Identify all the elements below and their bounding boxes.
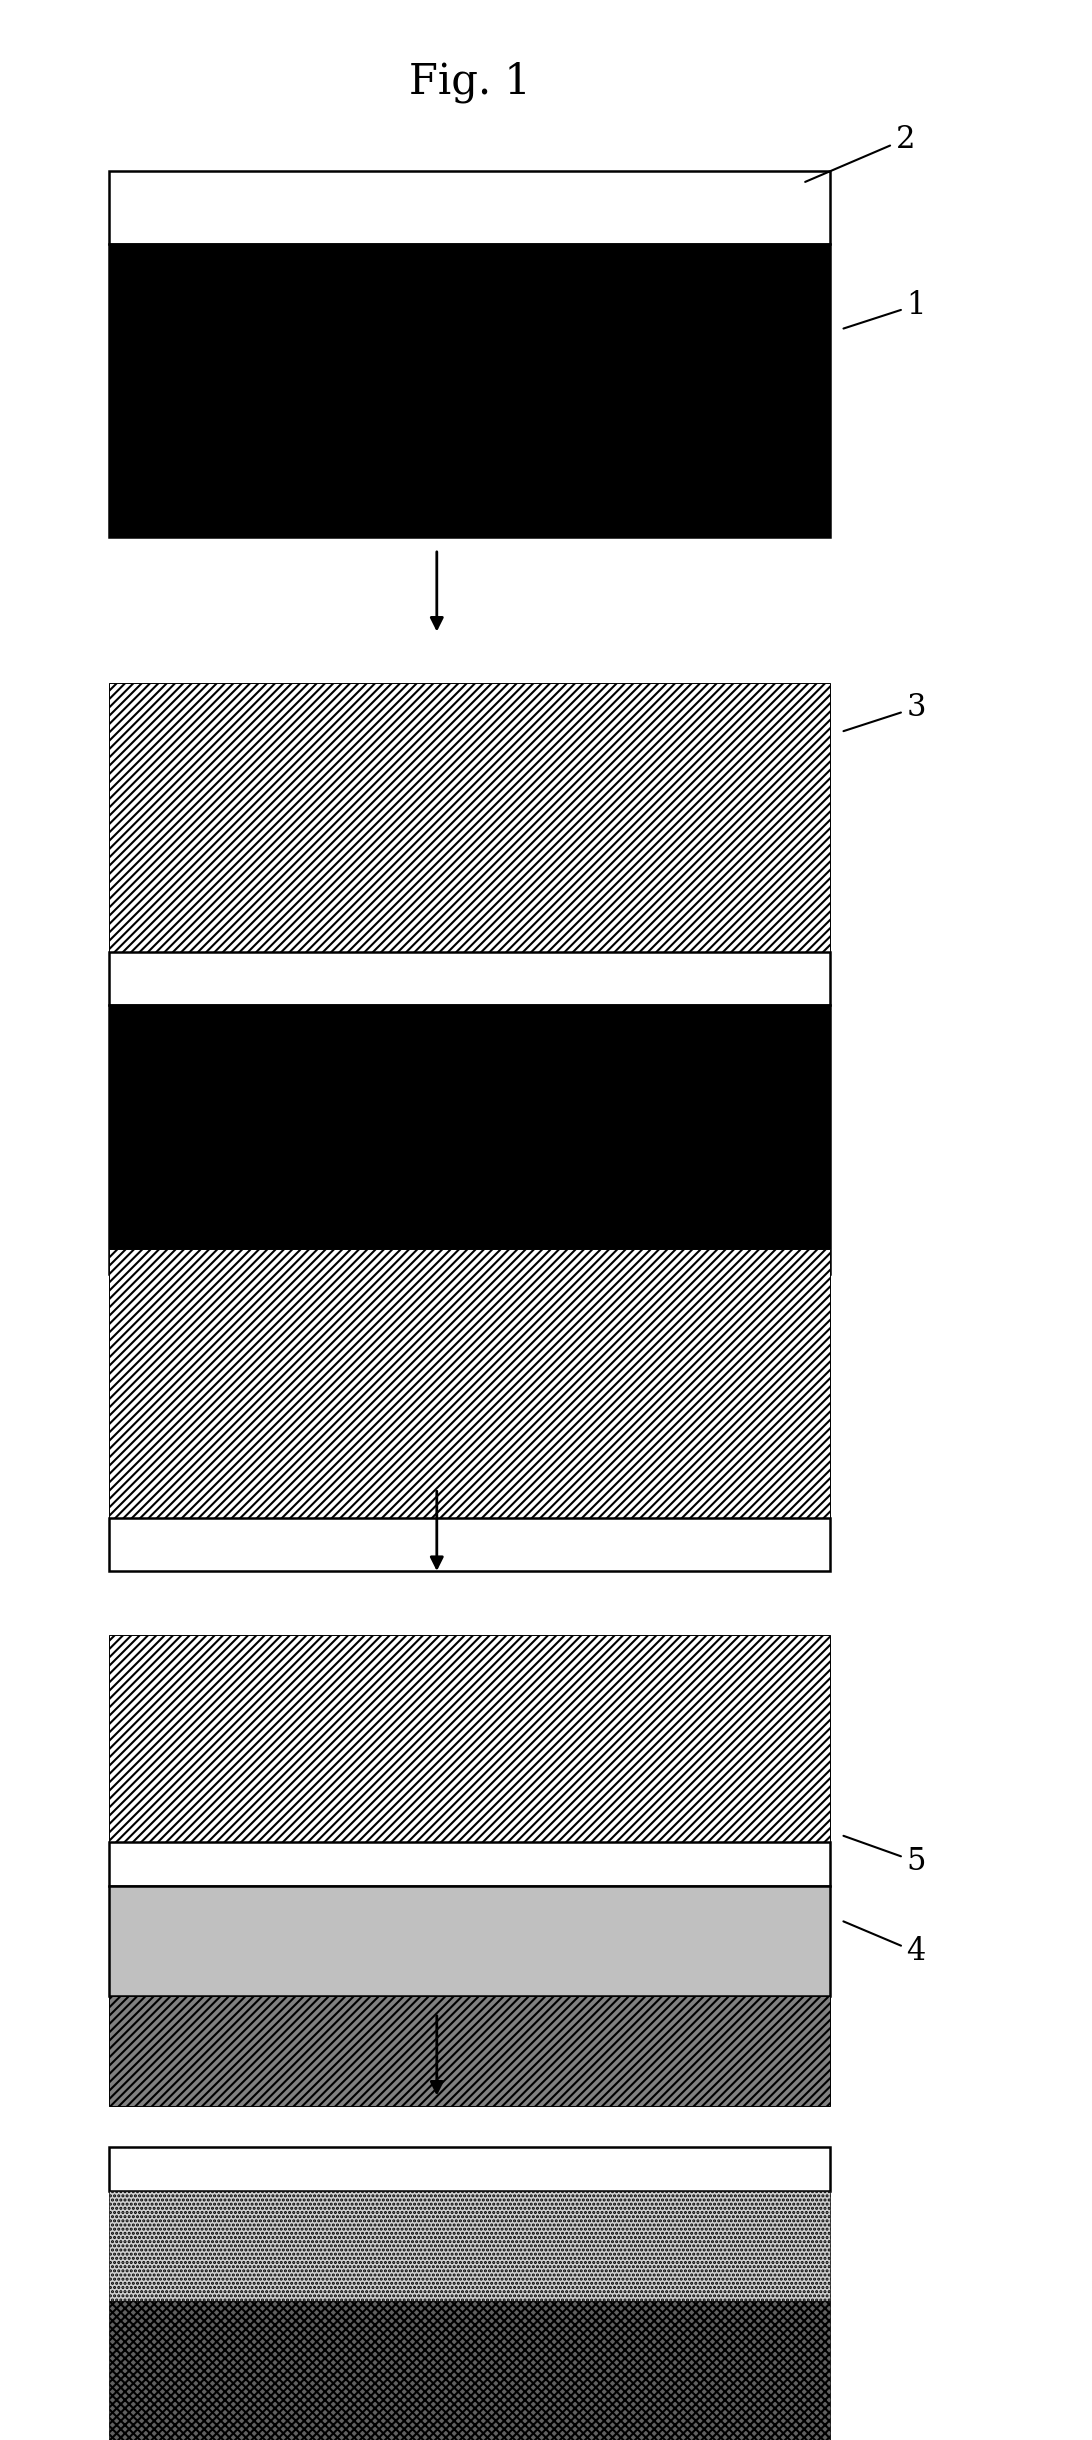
Bar: [109, 2147, 830, 2191]
Text: 1: 1: [843, 290, 926, 329]
Bar: [109, 1518, 830, 1571]
Bar: [109, 1635, 830, 1842]
Text: 5: 5: [843, 1835, 926, 1876]
Text: Fig. 1: Fig. 1: [408, 61, 531, 102]
Bar: [109, 1842, 830, 1886]
Bar: [109, 1249, 830, 1518]
Bar: [109, 1005, 830, 1274]
Bar: [109, 2191, 830, 2301]
Bar: [109, 171, 830, 244]
Bar: [109, 1996, 830, 2106]
Text: 2: 2: [805, 124, 915, 183]
Bar: [109, 683, 830, 952]
Text: 4: 4: [843, 1920, 926, 1967]
Bar: [109, 1886, 830, 1996]
Bar: [109, 244, 830, 537]
Text: 3: 3: [843, 693, 926, 732]
Bar: [109, 952, 830, 1005]
Bar: [109, 2301, 830, 2440]
